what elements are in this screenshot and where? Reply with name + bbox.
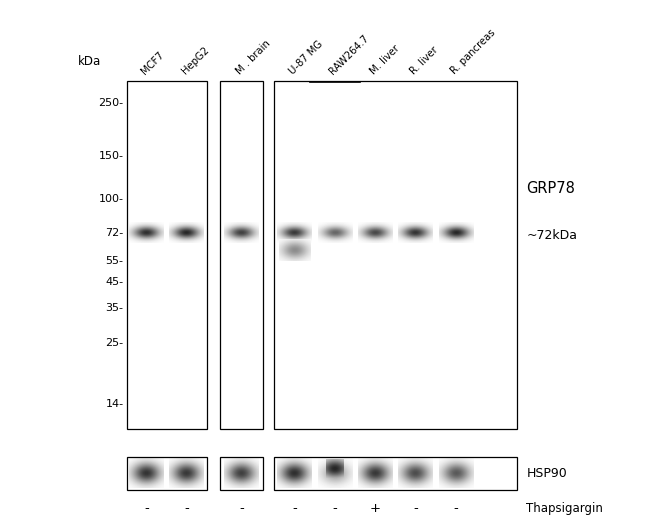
- Text: -: -: [413, 502, 418, 515]
- Bar: [274, 457, 517, 490]
- Text: -: -: [292, 502, 297, 515]
- Bar: [220, 81, 263, 429]
- Text: R. pancreas: R. pancreas: [449, 28, 497, 76]
- Bar: [127, 457, 207, 490]
- Text: GRP78: GRP78: [526, 181, 575, 196]
- Bar: [274, 81, 517, 429]
- Text: -: -: [239, 502, 244, 515]
- Text: HSP90: HSP90: [526, 467, 567, 479]
- Text: 150-: 150-: [99, 151, 124, 161]
- Text: 35-: 35-: [105, 303, 124, 313]
- Text: -: -: [185, 502, 189, 515]
- Text: 14-: 14-: [105, 399, 124, 409]
- Text: ~72kDa: ~72kDa: [526, 229, 577, 242]
- Text: M . brain: M . brain: [235, 38, 272, 76]
- Text: RAW264.7: RAW264.7: [328, 33, 371, 76]
- Text: R. liver: R. liver: [409, 45, 440, 76]
- Text: 250-: 250-: [98, 98, 124, 108]
- Text: 100-: 100-: [99, 193, 124, 204]
- Text: M. liver: M. liver: [369, 43, 402, 76]
- Text: -: -: [333, 502, 337, 515]
- Text: Thapsigargin: Thapsigargin: [526, 502, 603, 515]
- Text: +: +: [370, 502, 381, 515]
- Text: -: -: [144, 502, 149, 515]
- Bar: [127, 81, 207, 429]
- Text: 55-: 55-: [105, 256, 124, 266]
- Bar: [220, 457, 263, 490]
- Text: 72-: 72-: [105, 228, 124, 238]
- Text: -: -: [454, 502, 458, 515]
- Text: HepG2: HepG2: [179, 45, 211, 76]
- Text: kDa: kDa: [78, 55, 101, 68]
- Text: U-87 MG: U-87 MG: [287, 39, 325, 76]
- Text: 25-: 25-: [105, 339, 124, 348]
- Text: MCF7: MCF7: [140, 50, 166, 76]
- Text: 45-: 45-: [105, 277, 124, 287]
